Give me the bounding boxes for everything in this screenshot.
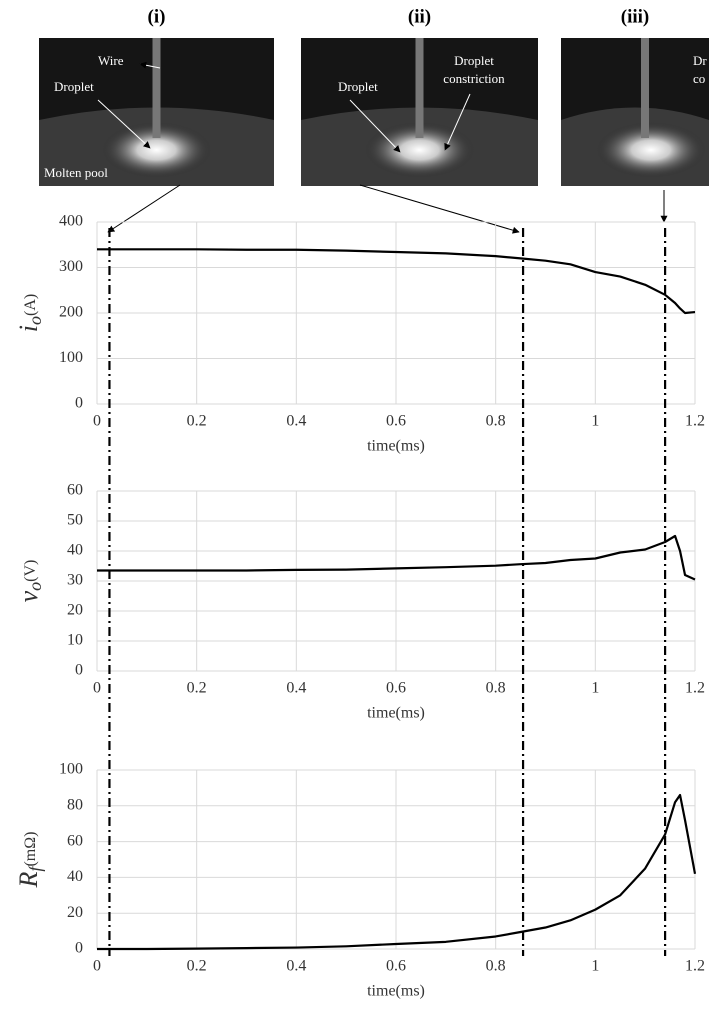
y-axis-unit: (mΩ): [22, 832, 39, 867]
y-tick-label: 100: [59, 761, 83, 778]
y-tick-label: 10: [67, 632, 83, 649]
y-axis-subscript: o: [25, 582, 45, 591]
x-tick-label: 1: [591, 958, 599, 975]
y-axis-subscript: o: [25, 316, 45, 325]
x-tick-label: 0.4: [286, 413, 306, 430]
y-tick-label: 60: [67, 482, 83, 499]
wire: [415, 38, 424, 138]
photo-arrow: [444, 93, 471, 151]
y-tick-label: 0: [75, 395, 83, 412]
photo-annotation: Dr: [693, 53, 707, 68]
photo-arrow: [97, 99, 151, 149]
x-axis-label: time(ms): [367, 705, 425, 722]
y-tick-label: 20: [67, 602, 83, 619]
x-tick-label: 0.6: [386, 413, 406, 430]
photo-annotation: Wire: [98, 53, 124, 68]
x-tick-label: 0.4: [286, 958, 306, 975]
y-axis-unit: (V): [22, 560, 39, 582]
y-axis-unit: (A): [22, 294, 39, 316]
y-axis-label: Rf(mΩ): [14, 832, 45, 889]
x-tick-label: 0.8: [486, 958, 506, 975]
photos: (i) Wire Droplet Molten pool (ii) Droplet Drop…: [39, 6, 709, 234]
y-tick-label: 50: [67, 512, 83, 529]
y-tick-label: 0: [75, 940, 83, 957]
photo-arrow: [139, 61, 161, 69]
x-tick-label: 1.2: [685, 413, 705, 430]
x-tick-label: 1.2: [685, 680, 705, 697]
photo-annotation: constriction: [443, 71, 505, 86]
x-tick-label: 0.6: [386, 958, 406, 975]
x-tick-label: 1: [591, 413, 599, 430]
y-axis-label: vo(V): [14, 560, 45, 603]
x-tick-label: 0.8: [486, 680, 506, 697]
y-tick-label: 80: [67, 796, 83, 813]
photo-label: (iii): [621, 6, 650, 27]
x-tick-label: 0.2: [187, 680, 207, 697]
x-axis-label: time(ms): [367, 983, 425, 1000]
photo-label: (i): [148, 6, 166, 27]
x-tick-label: 0: [93, 413, 101, 430]
y-tick-label: 60: [67, 832, 83, 849]
photo-annotation: Droplet: [54, 79, 94, 94]
data-line: [97, 248, 696, 315]
x-tick-label: 1: [591, 680, 599, 697]
data-line: [97, 534, 696, 581]
photo-annotation: Droplet: [338, 79, 378, 94]
x-tick-label: 0.8: [486, 413, 506, 430]
y-axis-subscript: f: [25, 864, 45, 872]
y-tick-label: 400: [59, 213, 83, 230]
photo-annotation: Droplet: [454, 53, 494, 68]
y-tick-label: 20: [67, 904, 83, 921]
y-tick-label: 40: [67, 868, 83, 885]
y-axis-symbol: i: [14, 325, 43, 332]
y-tick-label: 200: [59, 304, 83, 321]
photo-arrow: [349, 99, 401, 153]
arc-glow: [596, 122, 706, 178]
y-tick-label: 100: [59, 349, 83, 366]
photo-label: (ii): [408, 6, 431, 27]
y-axis-symbol: R: [14, 871, 43, 888]
photo-annotation: co: [693, 71, 705, 86]
wire: [641, 38, 649, 138]
arc-glow: [101, 122, 212, 178]
data-line: [97, 793, 697, 951]
x-tick-label: 0.6: [386, 680, 406, 697]
arc-glow: [364, 122, 475, 178]
y-tick-label: 300: [59, 258, 83, 275]
pointer-arrow: [107, 184, 181, 233]
x-tick-label: 1.2: [685, 958, 705, 975]
x-tick-label: 0: [93, 958, 101, 975]
x-tick-label: 0: [93, 680, 101, 697]
x-tick-label: 0.4: [286, 680, 306, 697]
x-tick-label: 0.2: [187, 958, 207, 975]
x-tick-label: 0.2: [187, 413, 207, 430]
y-tick-label: 40: [67, 542, 83, 559]
x-axis-label: time(ms): [367, 438, 425, 455]
y-axis-symbol: v: [14, 590, 43, 602]
pointer-arrow: [359, 184, 520, 234]
y-tick-label: 30: [67, 572, 83, 589]
photo-annotation: Molten pool: [44, 165, 108, 180]
y-axis-label: io(A): [14, 294, 45, 332]
wire: [152, 38, 161, 138]
y-tick-label: 0: [75, 662, 83, 679]
